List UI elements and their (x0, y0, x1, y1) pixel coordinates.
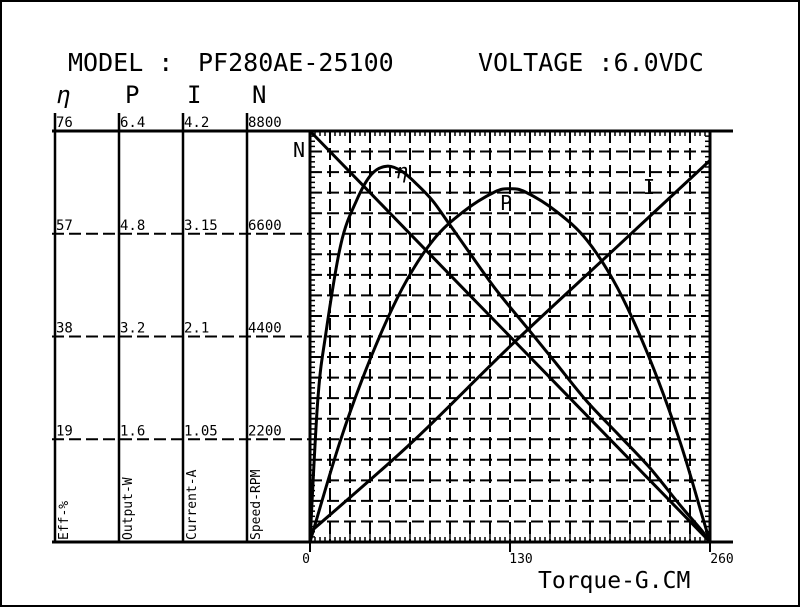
curve-label-p: P (500, 191, 512, 215)
scale-tick-label-speed: 6600 (248, 218, 282, 234)
scale-name-eff: Eff-% (57, 501, 72, 540)
curve-label-eff: η (396, 159, 408, 183)
scale-tick-label-eff: 19 (56, 423, 73, 439)
current-axis-symbol: I (187, 81, 201, 109)
scale-name-speed: Speed-RPM (249, 469, 264, 540)
curve-efficiency-eta (308, 164, 712, 543)
x-tick-label: 260 (710, 552, 733, 567)
curve-label-n: N (293, 138, 305, 162)
scale-tick-label-output: 6.4 (120, 115, 145, 131)
curve-speed-n (308, 129, 712, 544)
output-axis-symbol: P (125, 81, 139, 109)
scale-tick-label-speed: 8800 (248, 115, 282, 131)
scale-name-output: Output-W (121, 477, 136, 540)
x-axis-title: Torque-G.CM (538, 568, 690, 594)
scale-tick-label-speed: 4400 (248, 321, 282, 337)
voltage-label: VOLTAGE :6.0VDC (478, 48, 704, 77)
model-label: MODEL : (68, 48, 173, 77)
scale-tick-label-output: 3.2 (120, 321, 145, 337)
speed-axis-symbol: N (252, 81, 266, 109)
left-scale-panel: 76 57 38 19 Eff-% 6.4 4.8 3.2 1.6 Output-W 4.2 3.15… (52, 113, 310, 542)
x-tick-label: 0 (302, 552, 310, 567)
scale-tick-label-speed: 2200 (248, 423, 282, 439)
scale-tick-label-output: 4.8 (120, 218, 145, 234)
model-value: PF280AE-25100 (198, 48, 394, 77)
curve-current-i (309, 159, 712, 534)
scale-tick-label-output: 1.6 (120, 423, 145, 439)
curves (308, 129, 712, 544)
scale-tick-label-current: 2.1 (184, 321, 209, 337)
x-tick-label: 130 (509, 552, 532, 567)
scale-tick-label-eff: 57 (56, 218, 73, 234)
curve-output-p (308, 187, 712, 543)
scale-name-current: Current-A (185, 469, 200, 540)
curve-label-i: I (643, 175, 655, 199)
scale-tick-label-current: 4.2 (184, 115, 209, 131)
scale-tick-label-eff: 76 (56, 115, 73, 131)
scale-tick-label-eff: 38 (56, 321, 73, 337)
scale-tick-label-current: 3.15 (184, 218, 218, 234)
eff-axis-symbol: η (56, 81, 70, 109)
scale-tick-label-current: 1.05 (184, 423, 218, 439)
